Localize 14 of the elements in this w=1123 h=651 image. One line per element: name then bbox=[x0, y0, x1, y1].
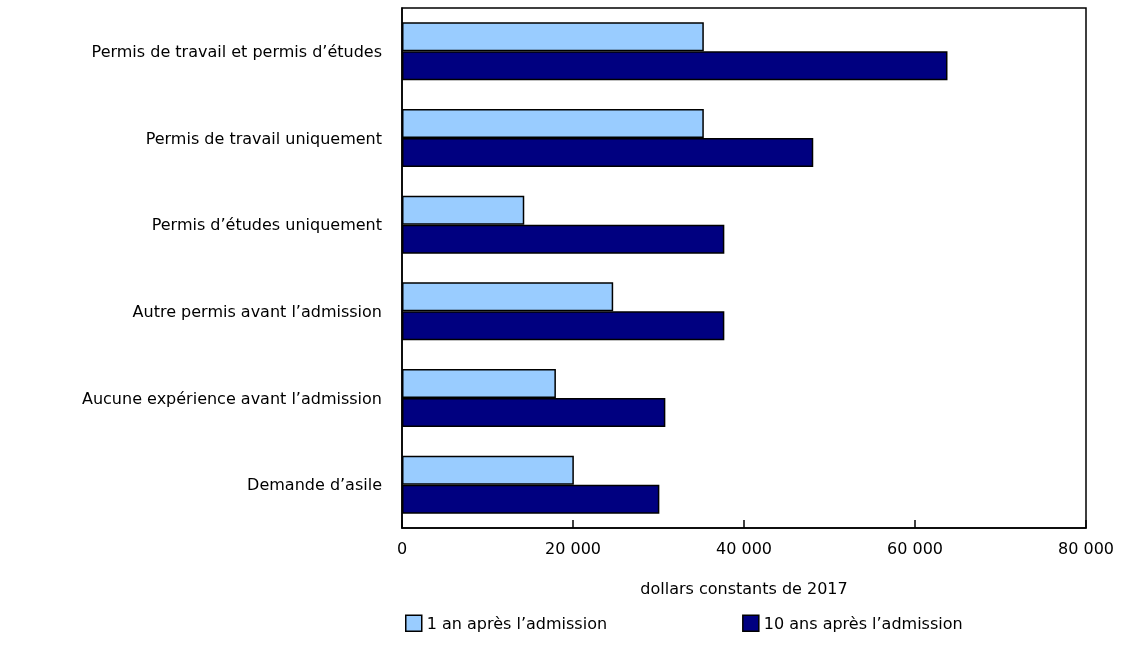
legend-label: 10 ans après l’admission bbox=[763, 613, 963, 633]
y-tick-label: Permis de travail uniquement bbox=[145, 128, 382, 148]
y-tick-label: Aucune expérience avant l’admission bbox=[81, 388, 382, 408]
x-tick-label: 0 bbox=[396, 538, 408, 558]
legend-label: 1 an après l’admission bbox=[426, 613, 608, 633]
x-tick-label: 80 000 bbox=[1058, 538, 1114, 558]
x-tick-label: 20 000 bbox=[545, 538, 601, 558]
x-axis-title: dollars constants de 2017 bbox=[640, 578, 848, 598]
x-tick-label: 60 000 bbox=[887, 538, 943, 558]
x-tick-label: 40 000 bbox=[716, 538, 772, 558]
y-tick-label: Permis de travail et permis d’études bbox=[91, 41, 382, 61]
y-tick-label: Permis d’études uniquement bbox=[151, 215, 382, 235]
y-tick-label: Demande d’asile bbox=[247, 475, 382, 495]
y-tick-label: Autre permis avant l’admission bbox=[132, 301, 382, 321]
